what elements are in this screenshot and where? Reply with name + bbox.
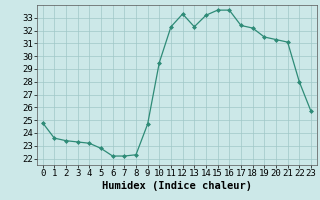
X-axis label: Humidex (Indice chaleur): Humidex (Indice chaleur): [102, 181, 252, 191]
